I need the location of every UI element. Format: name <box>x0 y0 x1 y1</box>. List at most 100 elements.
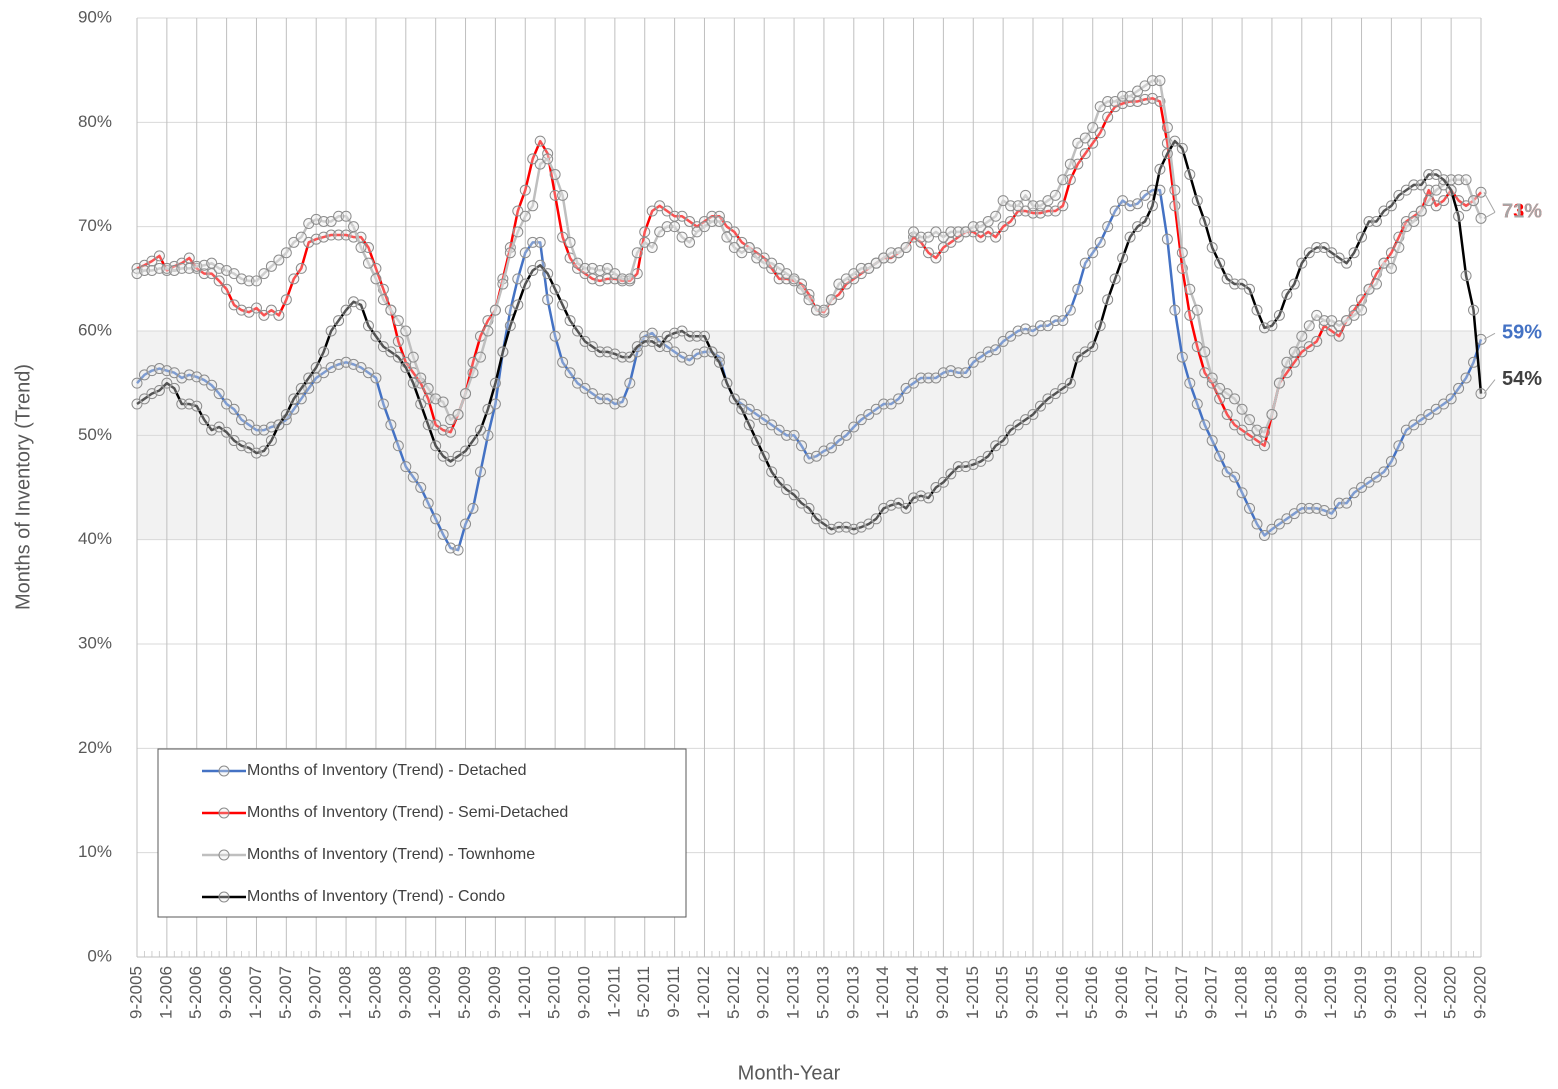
marker <box>131 398 143 410</box>
marker <box>1311 335 1323 347</box>
marker <box>922 247 934 259</box>
marker <box>1266 408 1278 420</box>
marker <box>975 455 987 467</box>
marker <box>1132 198 1144 210</box>
x-tick-label: 5-2016 <box>1082 966 1101 1019</box>
marker <box>1229 419 1241 431</box>
marker <box>1453 210 1465 222</box>
marker <box>1251 304 1263 316</box>
marker <box>1176 351 1188 363</box>
marker <box>646 327 658 339</box>
marker <box>1341 497 1353 509</box>
marker <box>758 257 770 269</box>
marker <box>542 294 554 306</box>
marker <box>325 325 337 337</box>
marker <box>430 419 442 431</box>
marker <box>489 377 501 389</box>
marker <box>1326 315 1338 327</box>
x-tick-label: 9-2009 <box>485 966 504 1019</box>
marker <box>437 396 449 408</box>
marker <box>1124 90 1136 102</box>
marker <box>1281 513 1293 525</box>
marker <box>1363 476 1375 488</box>
marker <box>1378 257 1390 269</box>
marker <box>1341 315 1353 327</box>
marker <box>1333 252 1345 264</box>
marker <box>1064 377 1076 389</box>
marker <box>1370 215 1382 227</box>
marker <box>1408 419 1420 431</box>
marker <box>975 351 987 363</box>
marker <box>893 393 905 405</box>
marker <box>773 424 785 436</box>
marker <box>333 210 345 222</box>
marker <box>549 189 561 201</box>
marker <box>1087 247 1099 259</box>
marker <box>474 424 486 436</box>
marker <box>482 403 494 415</box>
marker <box>168 367 180 379</box>
marker <box>669 221 681 233</box>
marker <box>549 330 561 342</box>
marker <box>654 341 666 353</box>
marker <box>377 398 389 410</box>
marker <box>803 502 815 514</box>
marker <box>333 315 345 327</box>
x-tick-label: 9-2016 <box>1112 966 1131 1019</box>
x-tick-label: 5-2011 <box>634 966 653 1018</box>
marker <box>1468 304 1480 316</box>
marker <box>691 330 703 342</box>
marker <box>153 384 165 396</box>
marker <box>1072 283 1084 295</box>
marker <box>1139 215 1151 227</box>
marker <box>624 273 636 285</box>
marker <box>1423 169 1435 180</box>
marker <box>1042 320 1054 332</box>
marker <box>706 346 718 358</box>
marker <box>922 231 934 243</box>
x-tick-label: 5-2009 <box>455 966 474 1019</box>
marker <box>586 388 598 400</box>
marker <box>1117 90 1129 102</box>
x-tick-label: 5-2019 <box>1351 966 1370 1019</box>
marker <box>930 372 942 384</box>
marker <box>930 226 942 238</box>
marker <box>781 484 793 496</box>
marker <box>534 158 546 170</box>
marker <box>1318 315 1330 327</box>
legend-marker <box>218 849 230 861</box>
marker <box>803 294 815 306</box>
end-label: 73% <box>1502 201 1542 223</box>
marker <box>1184 377 1196 389</box>
series-line <box>136 188 1483 552</box>
marker <box>796 440 808 452</box>
marker <box>1139 189 1151 201</box>
marker <box>1049 315 1061 327</box>
marker <box>1244 502 1256 514</box>
marker <box>340 304 352 316</box>
marker <box>512 205 524 217</box>
marker <box>497 278 509 290</box>
marker <box>1064 304 1076 316</box>
marker <box>908 377 920 389</box>
marker <box>1169 184 1181 196</box>
marker <box>848 268 860 280</box>
legend-marker <box>218 807 230 819</box>
marker <box>893 247 905 259</box>
x-tick-label: 5-2012 <box>724 966 743 1019</box>
marker <box>422 419 434 431</box>
marker <box>168 382 180 394</box>
marker <box>1244 429 1256 441</box>
marker <box>833 435 845 447</box>
x-tick-label: 1-2007 <box>246 966 265 1019</box>
y-tick-label: 40% <box>78 529 112 548</box>
marker <box>392 440 404 452</box>
marker <box>773 476 785 488</box>
marker <box>1057 200 1069 212</box>
marker <box>1475 388 1487 400</box>
marker <box>676 325 688 337</box>
marker <box>1430 169 1442 180</box>
marker <box>661 221 673 233</box>
marker <box>825 442 837 454</box>
marker <box>1400 221 1412 233</box>
